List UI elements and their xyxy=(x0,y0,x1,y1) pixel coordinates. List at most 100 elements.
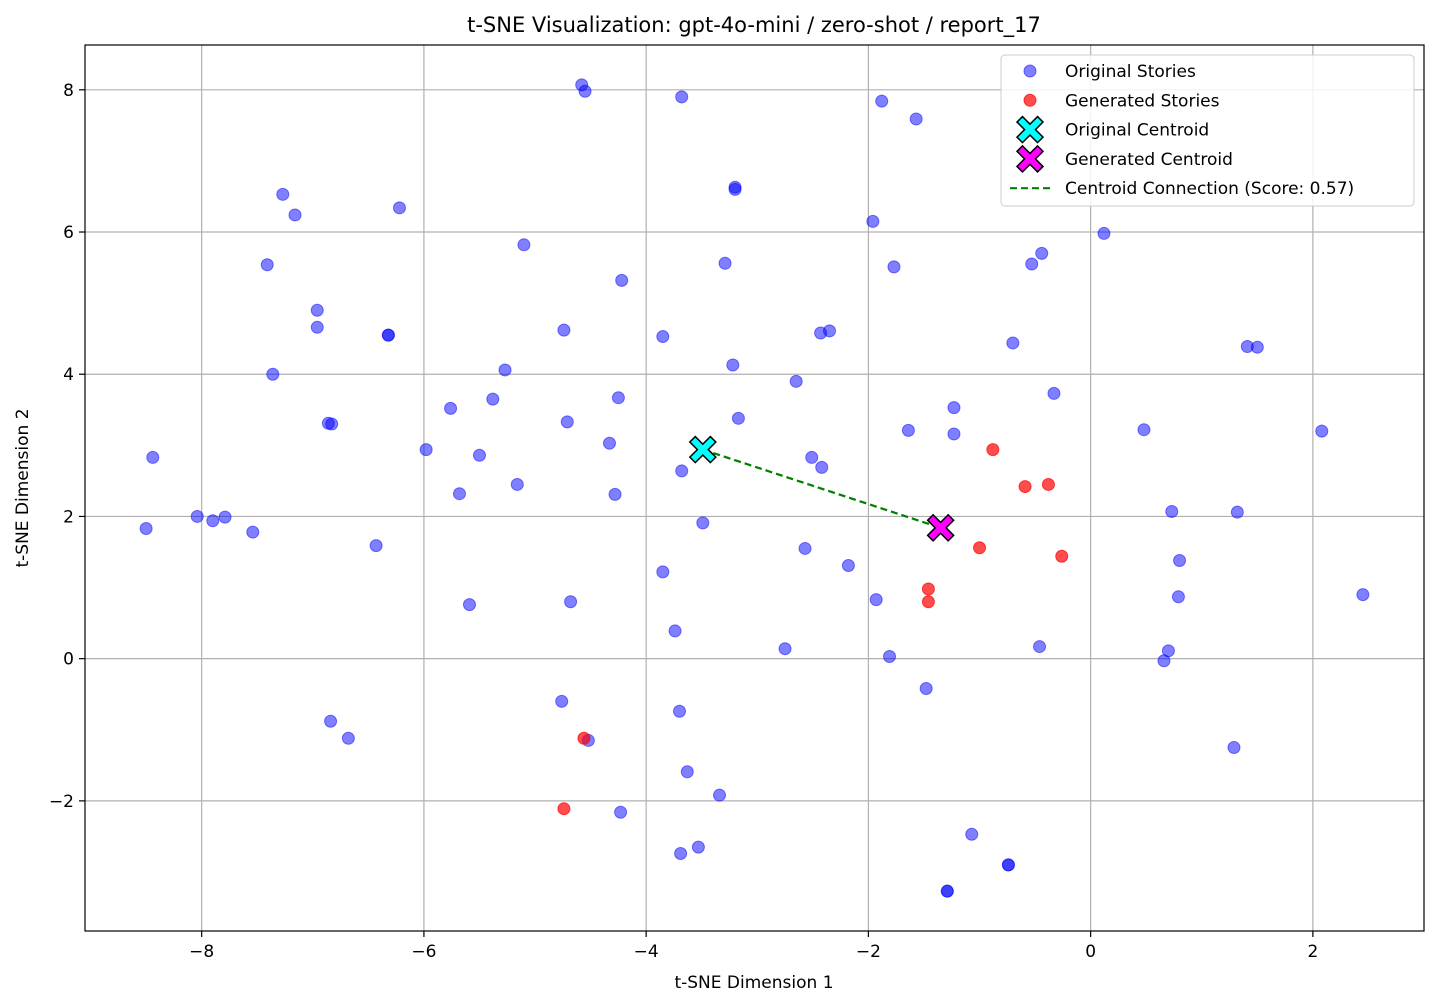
original-story-point xyxy=(901,423,915,437)
original-story-point xyxy=(608,487,622,501)
original-story-point xyxy=(1227,741,1241,755)
original-story-point xyxy=(381,328,395,342)
original-story-point xyxy=(498,363,512,377)
original-story-point xyxy=(674,846,688,860)
original-story-point xyxy=(947,401,961,415)
y-tick-label: −2 xyxy=(49,792,74,812)
original-story-point xyxy=(726,358,740,372)
original-story-point xyxy=(206,514,220,528)
original-story-point xyxy=(1230,505,1244,519)
legend-original-centroid-marker xyxy=(1015,115,1045,144)
original-story-point xyxy=(875,94,889,108)
generated-centroid-marker xyxy=(926,513,955,542)
original-story-point xyxy=(611,391,625,405)
original-story-point xyxy=(675,464,689,478)
generated-story-point xyxy=(1018,480,1032,494)
original-story-point xyxy=(276,187,290,201)
x-tick-label: −2 xyxy=(856,942,881,962)
axis-ticks: −8 −6 −4 −2 0 2 −2 0 2 4 6 8 xyxy=(49,81,1318,962)
original-story-point xyxy=(668,624,682,638)
original-story-point xyxy=(452,487,466,501)
original-story-point xyxy=(369,539,383,553)
original-story-point xyxy=(310,303,324,317)
y-tick-label: 6 xyxy=(63,223,74,243)
original-story-point xyxy=(1356,588,1370,602)
original-story-point xyxy=(728,182,742,196)
x-tick-label: −6 xyxy=(411,942,436,962)
centroid-connection-line xyxy=(702,448,941,529)
y-tick-label: 2 xyxy=(63,507,74,527)
y-tick-label: 4 xyxy=(63,365,74,385)
original-story-point xyxy=(564,595,578,609)
original-story-point xyxy=(675,90,689,104)
original-story-point xyxy=(815,460,829,474)
original-story-point xyxy=(691,840,705,854)
original-story-point xyxy=(1171,590,1185,604)
original-story-point xyxy=(778,642,792,656)
original-story-point xyxy=(486,392,500,406)
generated-story-point xyxy=(557,802,571,816)
original-story-point xyxy=(1035,246,1049,260)
original-story-point xyxy=(656,565,670,579)
original-story-point xyxy=(246,525,260,539)
x-axis-label: t-SNE Dimension 1 xyxy=(674,973,833,993)
original-story-point xyxy=(656,330,670,344)
y-tick-label: 0 xyxy=(63,650,74,670)
original-story-point xyxy=(1047,386,1061,400)
generated-story-point xyxy=(973,541,987,555)
generated-story-point xyxy=(921,582,935,596)
original-story-point xyxy=(1157,654,1171,668)
original-story-point xyxy=(789,374,803,388)
y-axis-label: t-SNE Dimension 2 xyxy=(13,408,33,567)
y-tick-label: 8 xyxy=(63,81,74,101)
x-tick-label: 0 xyxy=(1085,942,1096,962)
original-story-point xyxy=(1033,640,1047,654)
original-story-point xyxy=(517,238,531,252)
original-story-point xyxy=(1165,504,1179,518)
original-story-point xyxy=(883,650,897,664)
original-story-point xyxy=(472,448,486,462)
original-story-point xyxy=(1097,226,1111,240)
generated-story-point xyxy=(577,731,591,745)
original-story-point xyxy=(712,788,726,802)
generated-story-point xyxy=(1055,549,1069,563)
original-story-point xyxy=(869,593,883,607)
x-tick-label: −4 xyxy=(634,942,659,962)
original-story-point xyxy=(841,559,855,573)
original-story-point xyxy=(1001,858,1015,872)
x-tick-label: 2 xyxy=(1307,942,1318,962)
generated-story-point xyxy=(986,443,1000,457)
original-story-point xyxy=(260,258,274,272)
original-story-point xyxy=(909,112,923,126)
x-tick-label: −8 xyxy=(189,942,214,962)
generated-story-point xyxy=(1041,477,1055,491)
original-story-point xyxy=(887,260,901,274)
original-story-point xyxy=(1025,257,1039,271)
original-story-point xyxy=(190,509,204,523)
original-story-point xyxy=(696,516,710,530)
plot-frame xyxy=(84,44,1425,932)
original-story-point xyxy=(324,714,338,728)
chart-title: t-SNE Visualization: gpt-4o-mini / zero-… xyxy=(467,13,1041,38)
original-story-point xyxy=(310,320,324,334)
original-story-point xyxy=(139,522,153,536)
original-story-point xyxy=(814,326,828,340)
original-story-point xyxy=(146,450,160,464)
legend-generated-centroid-label: Generated Centroid xyxy=(1065,150,1233,170)
original-story-point xyxy=(805,450,819,464)
original-story-point xyxy=(866,214,880,228)
original-story-point xyxy=(560,415,574,429)
original-story-point xyxy=(462,598,476,612)
original-story-point xyxy=(672,704,686,718)
original-story-point xyxy=(947,427,961,441)
legend-original-centroid-label: Original Centroid xyxy=(1065,121,1209,141)
original-story-point xyxy=(718,256,732,270)
generated-story-point xyxy=(921,595,935,609)
original-story-point xyxy=(602,436,616,450)
original-story-point xyxy=(614,805,628,819)
original-story-point xyxy=(1137,423,1151,437)
original-story-point xyxy=(965,827,979,841)
original-story-point xyxy=(218,510,232,524)
